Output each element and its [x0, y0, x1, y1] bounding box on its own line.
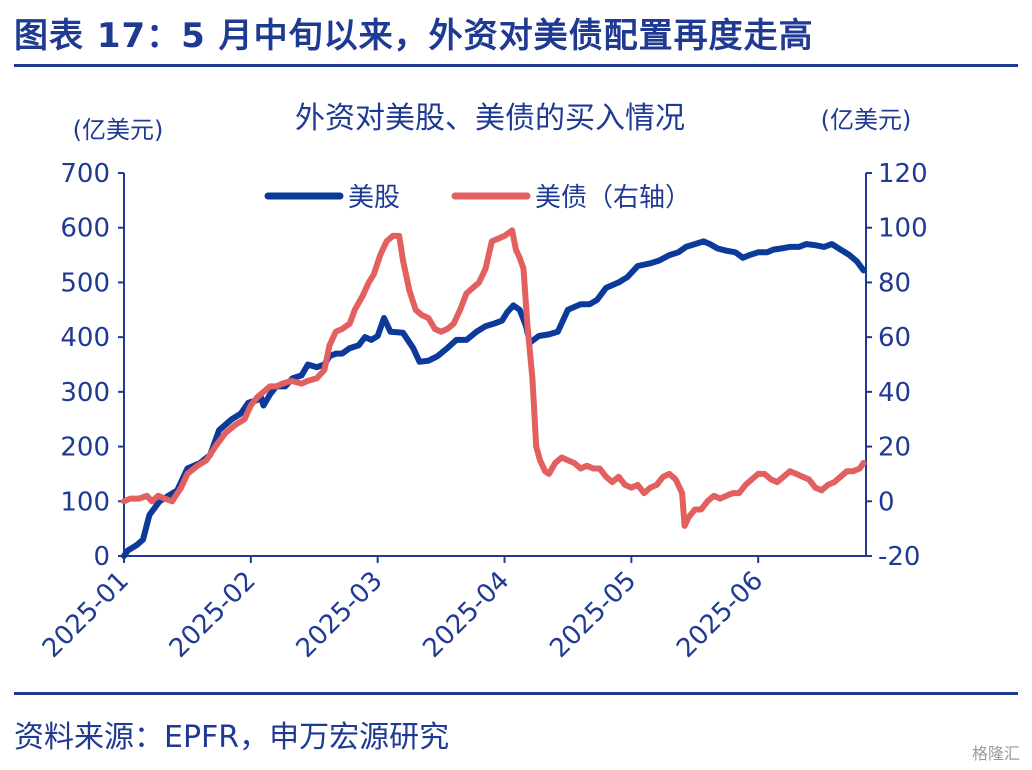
right-tick-label: 40	[878, 378, 911, 408]
series-line-bonds	[121, 227, 867, 529]
chart: 外资对美股、美债的买入情况 (亿美元) (亿美元) 01002003004005…	[37, 101, 928, 664]
right-tick-label: 0	[878, 487, 895, 517]
x-tick-label: 2025-01	[37, 566, 135, 664]
right-tick-label: -20	[878, 542, 920, 572]
series-layer	[121, 227, 867, 559]
x-tick-label: 2025-04	[417, 566, 515, 664]
series-line-stocks	[121, 238, 867, 559]
legend: 美股 美债（右轴）	[264, 183, 691, 213]
right-tick-label: 100	[878, 214, 928, 244]
left-tick-label: 600	[60, 214, 110, 244]
x-tick-label: 2025-05	[544, 566, 642, 664]
left-tick-label: 0	[93, 542, 110, 572]
legend-label-stocks: 美股	[348, 183, 400, 213]
x-tick-label: 2025-03	[291, 566, 389, 664]
left-tick-label: 500	[60, 268, 110, 298]
right-tick-label: 20	[878, 433, 911, 463]
x-tick-label: 2025-06	[671, 566, 769, 664]
right-tick-label: 80	[878, 268, 911, 298]
figure-title: 图表 17：5 月中旬以来，外资对美债配置再度走高	[14, 16, 814, 56]
left-tick-label: 100	[60, 487, 110, 517]
legend-label-bonds: 美债（右轴）	[535, 183, 691, 213]
x-axis: 2025-01 2025-02 2025-03 2025-04 2025-05 2025-…	[37, 555, 866, 664]
right-tick-label: 120	[878, 159, 928, 189]
watermark: 格隆汇	[971, 744, 1020, 763]
source-note: 资料来源：EPFR，申万宏源研究	[14, 720, 450, 755]
top-rule	[14, 64, 1018, 67]
left-axis-unit: (亿美元)	[73, 116, 164, 144]
left-tick-label: 700	[60, 159, 110, 189]
left-axis: 0 100 200 300 400 500 600 700	[60, 159, 125, 572]
chart-title: 外资对美股、美债的买入情况	[295, 101, 685, 136]
right-axis: -20 0 20 40 60 80 100 120	[865, 159, 928, 572]
right-tick-label: 60	[878, 323, 911, 353]
right-axis-unit: (亿美元)	[821, 106, 912, 134]
left-tick-label: 200	[60, 433, 110, 463]
left-tick-label: 400	[60, 323, 110, 353]
x-tick-label: 2025-02	[164, 566, 262, 664]
left-tick-label: 300	[60, 378, 110, 408]
bottom-rule	[14, 692, 1018, 695]
